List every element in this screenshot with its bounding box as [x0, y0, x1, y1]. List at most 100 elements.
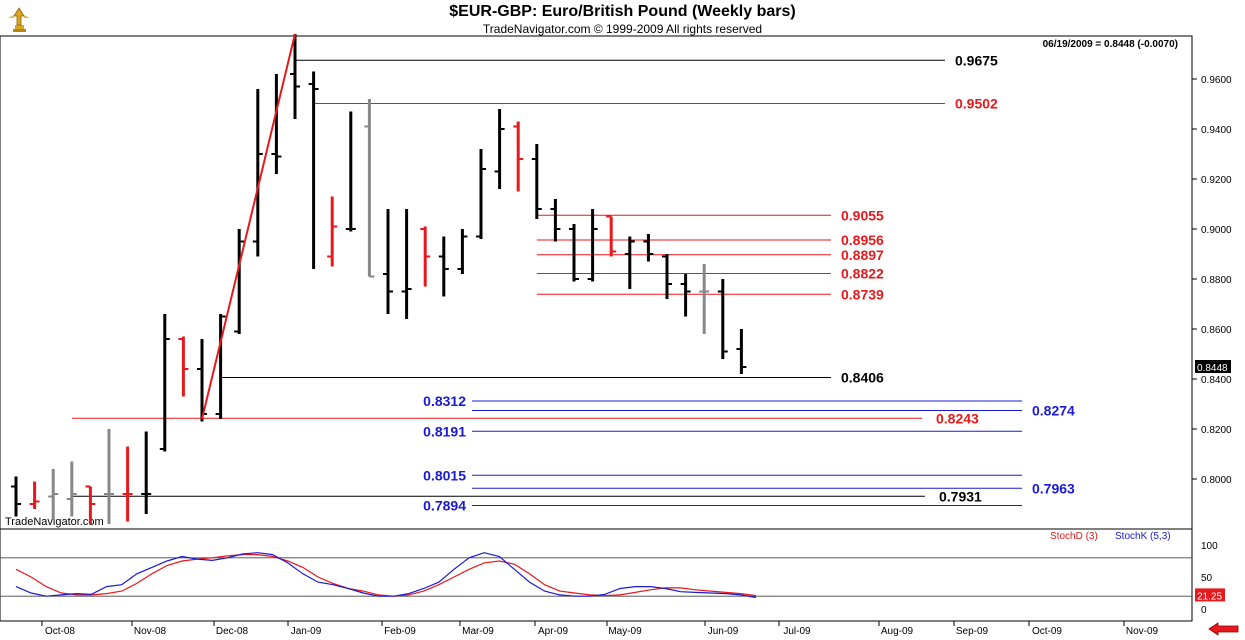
last-price-label: 0.8448 [1197, 363, 1228, 374]
price-bar [662, 254, 672, 299]
last-price-info: 06/19/2009 = 0.8448 (-0.0070) [1043, 39, 1178, 50]
level-label-0.8739: 0.8739 [841, 286, 884, 302]
level-label-0.8406: 0.8406 [841, 370, 884, 386]
x-tick-label: Oct-09 [1032, 626, 1062, 637]
x-tick-label: Sep-09 [956, 626, 989, 637]
price-bar [364, 99, 375, 278]
price-bar [606, 215, 617, 257]
price-bar [457, 229, 468, 274]
x-tick-label: Nov-08 [134, 626, 167, 637]
price-bar [550, 199, 561, 242]
x-tick-label: Oct-08 [45, 626, 75, 637]
price-bar [197, 339, 207, 422]
price-bar [587, 209, 598, 282]
price-bar [569, 224, 579, 282]
price-bar [66, 461, 77, 517]
price-bar [308, 71, 319, 269]
price-bar [252, 89, 263, 257]
y-tick-label: 0.8600 [1201, 325, 1232, 336]
level-label-0.8312: 0.8312 [423, 393, 466, 409]
price-bar [476, 149, 486, 239]
price-bar [29, 481, 40, 509]
y-tick-label: 0.8400 [1201, 375, 1232, 386]
price-bar [401, 209, 412, 319]
x-tick-label: Feb-09 [384, 626, 416, 637]
legend-stochk: StochK (5,3) [1115, 531, 1171, 542]
price-bar [271, 74, 282, 174]
price-bar [104, 429, 114, 524]
price-bar [624, 236, 635, 289]
price-bar [159, 314, 170, 452]
price-bar [513, 121, 524, 192]
x-tick-label: Jun-09 [708, 626, 739, 637]
level-label-0.7931: 0.7931 [939, 488, 982, 504]
x-tick-label: Dec-08 [216, 626, 249, 637]
level-label-0.8956: 0.8956 [841, 232, 884, 248]
price-bar [178, 336, 189, 397]
stoch-line-red [15, 553, 757, 597]
level-label-0.9675: 0.9675 [955, 52, 998, 68]
price-bar [85, 485, 96, 524]
x-tick-label: Mar-09 [462, 626, 494, 637]
x-tick-label: Aug-09 [881, 626, 914, 637]
level-label-0.7894: 0.7894 [423, 498, 466, 514]
price-bar [48, 469, 59, 519]
price-bar [643, 234, 654, 262]
price-bar [215, 314, 226, 419]
level-label-0.9502: 0.9502 [955, 96, 998, 112]
price-bar [531, 144, 542, 219]
price-bar [11, 476, 21, 517]
y-tick-label: 0.9200 [1201, 175, 1232, 186]
price-bar [234, 229, 245, 334]
stochastic-panel-frame [0, 528, 1193, 622]
price-bar [122, 446, 133, 522]
level-label-0.8274: 0.8274 [1032, 403, 1075, 419]
tradenavigator-logo-icon[interactable] [4, 4, 34, 34]
stoch-value-label: 21.25 [1197, 591, 1222, 602]
price-bar [494, 109, 505, 189]
x-tick-label: Nov-09 [1126, 626, 1159, 637]
stoch-y-tick-label: 100 [1201, 541, 1218, 552]
stoch-y-tick-label: 0 [1201, 605, 1207, 616]
y-tick-label: 0.8000 [1201, 475, 1232, 486]
chart-copyright: TradeNavigator.com © 1999-2009 All right… [482, 22, 763, 36]
price-bar [345, 111, 356, 232]
y-tick-label: 0.8800 [1201, 275, 1232, 286]
price-bar [680, 274, 691, 317]
x-tick-label: Jul-09 [783, 626, 811, 637]
level-label-0.7963: 0.7963 [1032, 480, 1075, 496]
legend-stochd: StochD (3) [1050, 531, 1098, 542]
level-label-0.8897: 0.8897 [841, 247, 884, 263]
price-bar [327, 196, 338, 267]
level-label-0.8243: 0.8243 [936, 410, 979, 426]
price-bar [717, 279, 728, 359]
trendline [201, 33, 296, 420]
price-panel-frame [0, 35, 1193, 530]
x-tick-label: May-09 [608, 626, 642, 637]
y-tick-label: 0.9000 [1201, 225, 1232, 236]
stoch-value-box [1195, 588, 1225, 602]
scroll-left-arrow-icon[interactable] [1208, 622, 1239, 636]
price-bar [736, 329, 747, 374]
price-bar [420, 226, 431, 287]
y-tick-label: 0.9600 [1201, 75, 1232, 86]
x-tick-label: Apr-09 [538, 626, 568, 637]
level-label-0.8822: 0.8822 [841, 266, 884, 282]
last-price-box [1195, 360, 1231, 373]
level-label-0.8191: 0.8191 [423, 423, 466, 439]
stoch-line-blue [15, 552, 757, 599]
y-tick-label: 0.9400 [1201, 125, 1232, 136]
chart-title: $EUR-GBP: Euro/British Pound (Weekly bar… [449, 3, 796, 20]
x-tick-label: Jan-09 [291, 626, 322, 637]
level-label-0.9055: 0.9055 [841, 207, 884, 223]
price-bar [438, 236, 449, 297]
level-label-0.8015: 0.8015 [423, 467, 466, 483]
price-bar [290, 34, 300, 119]
watermark: TradeNavigator.com [5, 516, 104, 528]
price-bar [141, 431, 152, 514]
price-bar [383, 209, 393, 314]
stoch-y-tick-label: 50 [1201, 573, 1213, 584]
price-bar [699, 264, 710, 334]
y-tick-label: 0.8200 [1201, 425, 1232, 436]
